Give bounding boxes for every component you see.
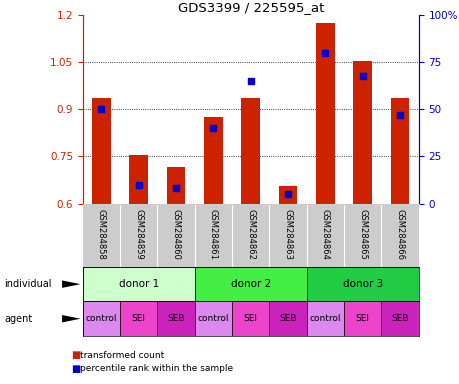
Text: GSM284863: GSM284863 — [283, 209, 292, 260]
Bar — [390, 98, 409, 204]
Bar — [83, 301, 120, 336]
Text: GSM284864: GSM284864 — [320, 209, 329, 260]
Bar — [157, 301, 194, 336]
Text: donor 3: donor 3 — [342, 279, 382, 289]
Text: GSM284862: GSM284862 — [246, 209, 255, 260]
Text: GSM284866: GSM284866 — [395, 209, 403, 260]
Text: donor 1: donor 1 — [118, 279, 158, 289]
Bar — [343, 301, 381, 336]
Polygon shape — [62, 315, 80, 323]
Text: SEB: SEB — [390, 314, 408, 323]
Text: individual: individual — [5, 279, 52, 289]
Bar — [306, 301, 343, 336]
Text: SEI: SEI — [243, 314, 257, 323]
Bar — [194, 301, 231, 336]
Text: SEB: SEB — [279, 314, 296, 323]
Bar — [204, 117, 222, 204]
Bar — [83, 267, 194, 301]
Bar — [381, 301, 418, 336]
Bar — [129, 155, 148, 204]
Text: control: control — [309, 314, 340, 323]
Text: GSM284859: GSM284859 — [134, 209, 143, 259]
Text: ■: ■ — [71, 364, 80, 374]
Bar — [231, 301, 269, 336]
Text: control: control — [197, 314, 229, 323]
Text: GSM284858: GSM284858 — [97, 209, 106, 260]
Bar — [306, 267, 418, 301]
Bar — [194, 267, 306, 301]
Text: GSM284865: GSM284865 — [358, 209, 366, 260]
Text: SEI: SEI — [131, 314, 146, 323]
Text: SEI: SEI — [355, 314, 369, 323]
Text: GSM284861: GSM284861 — [208, 209, 218, 260]
Bar — [278, 186, 297, 204]
Text: transformed count: transformed count — [80, 351, 164, 360]
Text: GSM284860: GSM284860 — [171, 209, 180, 260]
Text: agent: agent — [5, 314, 33, 324]
Bar — [315, 23, 334, 204]
Text: SEB: SEB — [167, 314, 185, 323]
Text: donor 2: donor 2 — [230, 279, 270, 289]
Bar — [241, 98, 259, 204]
Bar — [120, 301, 157, 336]
Bar — [353, 61, 371, 204]
Title: GDS3399 / 225595_at: GDS3399 / 225595_at — [177, 1, 323, 14]
Text: percentile rank within the sample: percentile rank within the sample — [80, 364, 233, 373]
Bar — [92, 98, 111, 204]
Text: control: control — [85, 314, 117, 323]
Text: ■: ■ — [71, 350, 80, 360]
Bar — [167, 167, 185, 204]
Bar — [269, 301, 306, 336]
Polygon shape — [62, 280, 80, 288]
